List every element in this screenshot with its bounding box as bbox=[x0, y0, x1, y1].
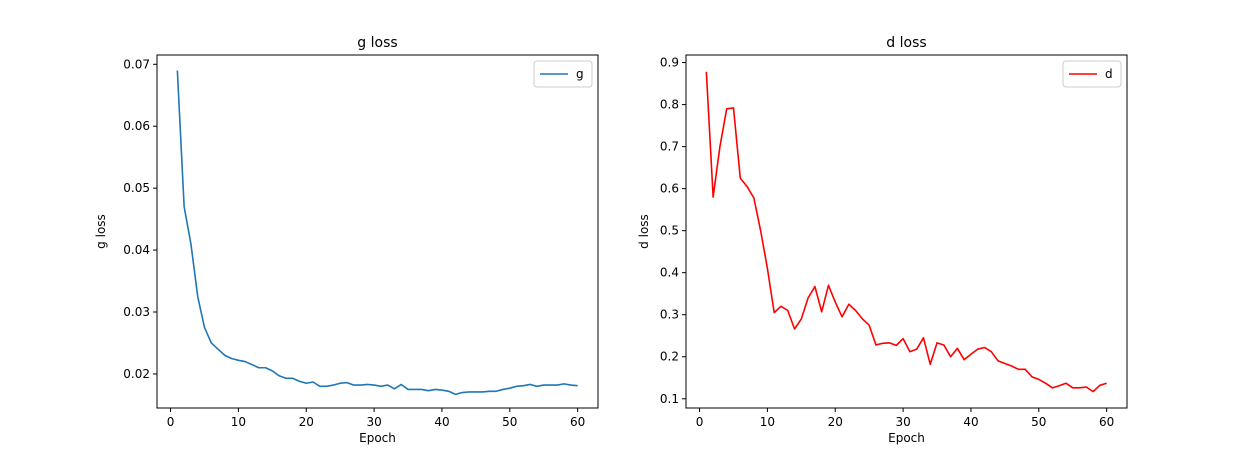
y-tick-label: 0.04 bbox=[123, 243, 150, 257]
x-tick-label: 10 bbox=[231, 415, 246, 429]
x-tick-label: 30 bbox=[366, 415, 381, 429]
y-tick-label: 0.2 bbox=[660, 350, 679, 364]
chart-title: d loss bbox=[886, 35, 926, 51]
legend-entry: d bbox=[1105, 67, 1113, 81]
x-tick-label: 60 bbox=[1099, 415, 1114, 429]
y-tick-label: 0.02 bbox=[123, 367, 150, 381]
y-tick-label: 0.4 bbox=[660, 266, 679, 280]
y-tick-label: 0.5 bbox=[660, 224, 679, 238]
y-tick-label: 0.8 bbox=[660, 98, 679, 112]
x-tick-label: 60 bbox=[570, 415, 585, 429]
series-line-g bbox=[176, 70, 578, 396]
series-line-d bbox=[705, 71, 1107, 393]
y-tick-label: 0.7 bbox=[660, 140, 679, 154]
plot-frame bbox=[685, 54, 1128, 409]
x-tick-label: 50 bbox=[502, 415, 517, 429]
legend-entry: g bbox=[576, 67, 584, 81]
legend: d bbox=[1062, 60, 1122, 88]
x-tick-label: 20 bbox=[299, 415, 314, 429]
x-tick-label: 20 bbox=[828, 415, 843, 429]
y-tick-label: 0.9 bbox=[660, 56, 679, 70]
y-axis-label: d loss bbox=[637, 214, 651, 249]
x-tick-label: 40 bbox=[434, 415, 449, 429]
chart-title: g loss bbox=[357, 35, 397, 51]
y-tick-label: 0.1 bbox=[660, 392, 679, 406]
chart-panel-1: d loss 0 10 20 30 40 50 60 0.1 0.2 0.3 0.4 0.5 0.6 0.7… bbox=[637, 35, 1128, 445]
legend: g bbox=[533, 60, 593, 88]
y-tick-label: 0.6 bbox=[660, 182, 679, 196]
y-tick-label: 0.3 bbox=[660, 308, 679, 322]
x-tick-label: 10 bbox=[760, 415, 775, 429]
x-axis-label: Epoch bbox=[359, 431, 396, 445]
x-tick-label: 50 bbox=[1031, 415, 1046, 429]
y-tick-label: 0.06 bbox=[123, 119, 150, 133]
y-tick-label: 0.07 bbox=[123, 57, 150, 71]
x-tick-label: 40 bbox=[963, 415, 978, 429]
x-tick-label: 30 bbox=[895, 415, 910, 429]
y-axis-label: g loss bbox=[94, 214, 108, 249]
plot-frame bbox=[156, 54, 599, 409]
y-tick-label: 0.05 bbox=[123, 181, 150, 195]
y-tick-label: 0.03 bbox=[123, 305, 150, 319]
chart-panel-0: g loss 0 10 20 30 40 50 60 0.02 0.03 0.04 0.05 0.06 0… bbox=[94, 35, 599, 445]
x-axis-label: Epoch bbox=[888, 431, 925, 445]
x-tick-label: 0 bbox=[696, 415, 704, 429]
x-tick-label: 0 bbox=[167, 415, 175, 429]
